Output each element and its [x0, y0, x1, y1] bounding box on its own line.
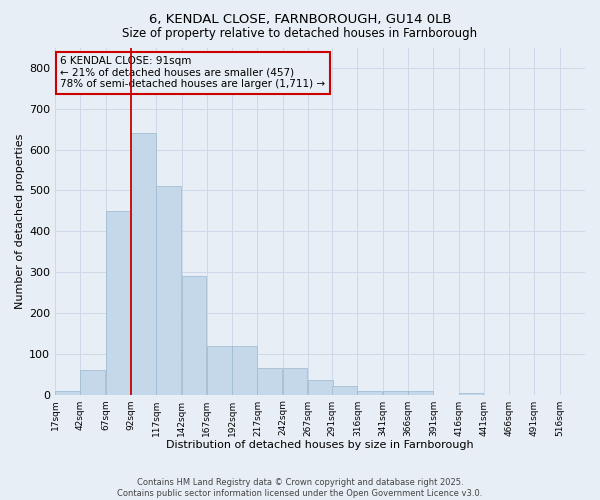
- Y-axis label: Number of detached properties: Number of detached properties: [15, 134, 25, 308]
- Bar: [182, 276, 206, 394]
- Bar: [383, 390, 407, 394]
- Text: Contains HM Land Registry data © Crown copyright and database right 2025.
Contai: Contains HM Land Registry data © Crown c…: [118, 478, 482, 498]
- Text: 6 KENDAL CLOSE: 91sqm
← 21% of detached houses are smaller (457)
78% of semi-det: 6 KENDAL CLOSE: 91sqm ← 21% of detached …: [61, 56, 326, 90]
- Bar: [207, 346, 232, 395]
- Bar: [55, 390, 80, 394]
- Text: Size of property relative to detached houses in Farnborough: Size of property relative to detached ho…: [122, 28, 478, 40]
- X-axis label: Distribution of detached houses by size in Farnborough: Distribution of detached houses by size …: [166, 440, 474, 450]
- Bar: [80, 370, 105, 394]
- Bar: [156, 186, 181, 394]
- Bar: [358, 390, 382, 394]
- Bar: [408, 390, 433, 394]
- Bar: [458, 392, 484, 394]
- Bar: [332, 386, 357, 394]
- Bar: [308, 380, 333, 394]
- Bar: [131, 134, 156, 394]
- Bar: [232, 346, 257, 395]
- Bar: [106, 211, 130, 394]
- Text: 6, KENDAL CLOSE, FARNBOROUGH, GU14 0LB: 6, KENDAL CLOSE, FARNBOROUGH, GU14 0LB: [149, 12, 451, 26]
- Bar: [257, 368, 282, 394]
- Bar: [283, 368, 307, 394]
